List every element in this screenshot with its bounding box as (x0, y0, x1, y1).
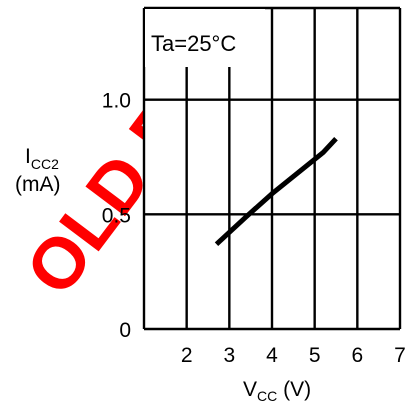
x-axis-label-text: VCC (V) (243, 378, 311, 404)
x-tick-label-4: 4 (266, 344, 278, 367)
x-axis-label-main: V (243, 378, 257, 401)
x-tick-label-6: 6 (351, 344, 363, 367)
annotation-box (145, 9, 265, 67)
series-layer (214, 136, 338, 247)
y-axis-label-sub: CC2 (31, 156, 59, 172)
x-axis-label-rest: (V) (277, 378, 311, 401)
annotation-label: Ta=25°C (151, 31, 236, 56)
x-tick-label-5: 5 (309, 344, 321, 367)
y-axis-label-line2: (mA) (15, 173, 61, 196)
y-tick-label-0: 0 (119, 319, 131, 342)
x-axis-label: VCC (V) (243, 378, 311, 404)
y-tick-label-1.0: 1.0 (102, 90, 131, 113)
y-axis-label: ICC2 (mA) (15, 145, 61, 196)
y-axis-label-main: I (25, 145, 31, 168)
x-tick-label-7: 7 (394, 344, 406, 367)
y-axis-label-line1: ICC2 (25, 145, 59, 172)
x-tick-label-2: 2 (181, 344, 193, 367)
series-line-1 (214, 136, 338, 247)
y-tick-label-0.5: 0.5 (102, 204, 131, 227)
x-axis-label-sub: CC (257, 388, 277, 404)
x-tick-label-3: 3 (223, 344, 235, 367)
plot-frame (142, 6, 402, 331)
tick-labels: 2 3 4 5 6 7 0 0.5 1.0 (102, 90, 406, 367)
